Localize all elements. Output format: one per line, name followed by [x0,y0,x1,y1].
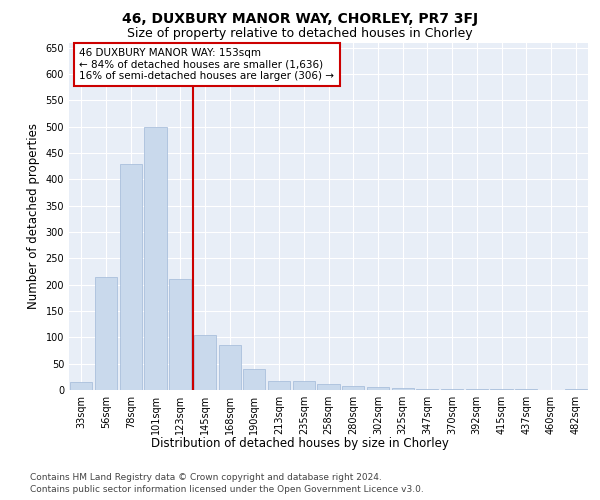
Text: Distribution of detached houses by size in Chorley: Distribution of detached houses by size … [151,438,449,450]
Text: 46 DUXBURY MANOR WAY: 153sqm
← 84% of detached houses are smaller (1,636)
16% of: 46 DUXBURY MANOR WAY: 153sqm ← 84% of de… [79,48,334,81]
Bar [119,164,142,390]
Bar [416,389,439,390]
Bar [70,382,92,390]
Text: Contains public sector information licensed under the Open Government Licence v3: Contains public sector information licen… [30,485,424,494]
Bar [317,384,340,390]
Text: Contains HM Land Registry data © Crown copyright and database right 2024.: Contains HM Land Registry data © Crown c… [30,472,382,482]
Y-axis label: Number of detached properties: Number of detached properties [27,123,40,309]
Bar [367,388,389,390]
Bar [169,280,191,390]
Bar [342,386,364,390]
Text: Size of property relative to detached houses in Chorley: Size of property relative to detached ho… [127,28,473,40]
Bar [145,126,167,390]
Bar [194,334,216,390]
Bar [95,277,117,390]
Bar [293,380,315,390]
Text: 46, DUXBURY MANOR WAY, CHORLEY, PR7 3FJ: 46, DUXBURY MANOR WAY, CHORLEY, PR7 3FJ [122,12,478,26]
Bar [218,345,241,390]
Bar [268,380,290,390]
Bar [392,388,414,390]
Bar [243,369,265,390]
